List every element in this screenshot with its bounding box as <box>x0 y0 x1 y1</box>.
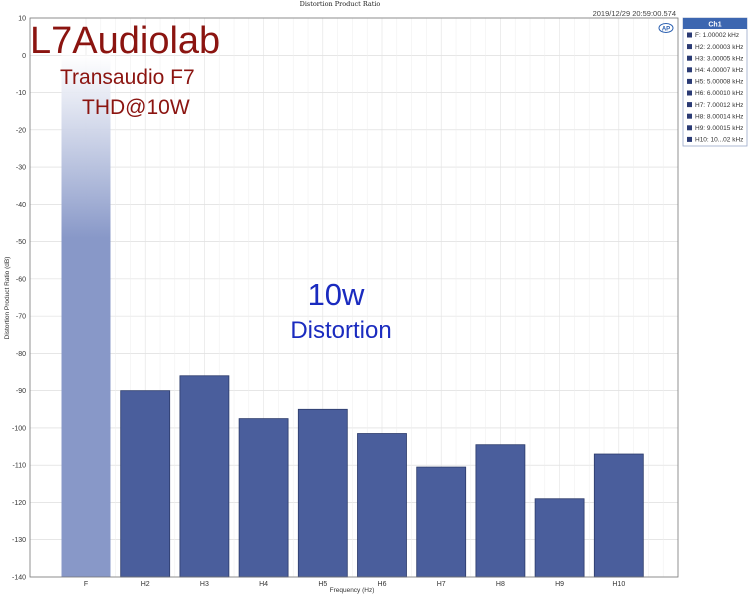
bar-h3 <box>179 375 230 578</box>
model-subtitle: Transaudio F7 <box>60 66 195 89</box>
legend-swatch <box>687 125 692 131</box>
chart-title: Distortion Product Ratio <box>300 0 381 8</box>
x-tick-label: F <box>84 581 88 588</box>
legend-entry: H9: 9.00015 kHz <box>695 125 743 132</box>
y-tick-label: -40 <box>16 202 26 209</box>
legend-swatch <box>687 90 692 96</box>
y-tick-label: -30 <box>16 165 26 172</box>
y-tick-label: 10 <box>18 16 26 23</box>
legend-entry: H8: 8.00014 kHz <box>695 113 743 120</box>
legend-swatch <box>687 78 692 84</box>
y-tick-label: -140 <box>12 575 26 582</box>
y-tick-label: -110 <box>13 463 27 470</box>
legend-entry: F: 1.00002 kHz <box>695 32 739 39</box>
y-tick-label: -70 <box>16 314 26 321</box>
legend-entry: H10: 10...02 kHz <box>695 137 743 144</box>
condition-subtitle: THD@10W <box>82 96 190 119</box>
x-tick-label: H8 <box>496 581 505 588</box>
x-tick-label: H9 <box>555 581 564 588</box>
y-tick-label: -20 <box>16 127 26 134</box>
y-tick-labels: 10 0 -10 -20 -30 -40 -50 -60 -70 -80 -90 -100 -110 -1… <box>12 16 26 582</box>
x-tick-labels: F H2 H3 H4 H5 H6 H7 H8 H9 H10 <box>84 581 625 588</box>
y-tick-label: 0 <box>22 53 26 60</box>
brand-title: L7Audiolab <box>30 20 220 62</box>
legend: Ch1 F: 1.00002 kHz H2: 2.00003 kHz H3: 3.0… <box>682 17 748 147</box>
legend-entry: H5: 5.00008 kHz <box>695 79 743 86</box>
bar-h7 <box>416 466 467 578</box>
power-annotation: 10w <box>308 277 365 312</box>
y-tick-label: -100 <box>12 425 26 432</box>
legend-entry: H7: 7.00012 kHz <box>695 102 743 109</box>
y-tick-label: -130 <box>12 537 26 544</box>
legend-swatch <box>687 102 692 108</box>
svg-text:AP: AP <box>662 27 670 33</box>
y-tick-label: -60 <box>16 276 26 283</box>
y-tick-label: -50 <box>16 239 26 246</box>
legend-swatch <box>687 44 692 50</box>
legend-swatch <box>687 67 692 73</box>
legend-swatch <box>687 136 692 142</box>
bar-f <box>61 55 111 578</box>
bar-h4 <box>238 418 289 578</box>
x-tick-label: H3 <box>200 581 209 588</box>
legend-entry: H6: 6.00010 kHz <box>695 90 743 97</box>
x-tick-label: H2 <box>141 581 150 588</box>
y-tick-label: -80 <box>16 351 26 358</box>
bar-h9 <box>534 498 585 578</box>
bar-h5 <box>297 408 348 578</box>
legend-swatch <box>687 55 692 61</box>
legend-header: Ch1 <box>708 22 721 29</box>
y-tick-label: -90 <box>16 388 26 395</box>
x-tick-label: H7 <box>437 581 446 588</box>
bars <box>61 55 644 578</box>
y-tick-label: -120 <box>12 500 26 507</box>
x-tick-label: H4 <box>259 581 268 588</box>
timestamp: 2019/12/29 20:59:00.574 <box>593 9 676 18</box>
bar-h6 <box>357 433 407 578</box>
x-axis-label: Frequency (Hz) <box>330 587 375 594</box>
legend-entry: H4: 4.00007 kHz <box>695 67 743 74</box>
x-tick-label: H6 <box>378 581 387 588</box>
ap-logo-icon: AP <box>658 23 674 33</box>
y-tick-label: -10 <box>16 90 26 97</box>
y-axis-label: Distortion Product Ratio (dB) <box>4 257 11 340</box>
legend-swatch <box>687 113 692 119</box>
bar-h2 <box>120 390 171 578</box>
legend-entry: H2: 2.00003 kHz <box>695 44 743 51</box>
x-tick-label: H5 <box>318 581 327 588</box>
x-tick-label: H10 <box>612 581 625 588</box>
legend-swatch <box>687 32 692 38</box>
legend-entry: H3: 3.00005 kHz <box>695 55 743 62</box>
plot-frame <box>29 17 679 578</box>
distortion-annotation: Distortion <box>290 317 391 344</box>
bar-h10 <box>593 453 644 578</box>
bar-h8 <box>475 444 526 578</box>
